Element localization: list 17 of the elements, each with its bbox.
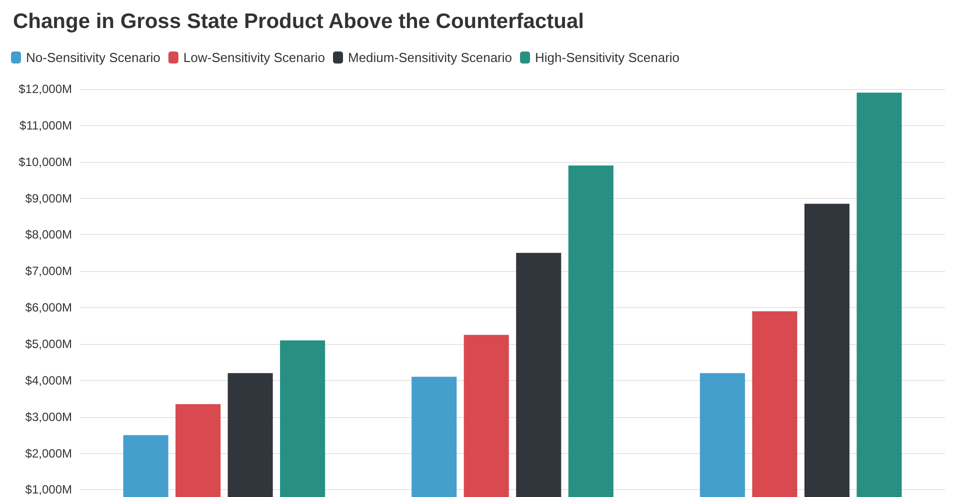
y-tick-label: $5,000M	[25, 337, 72, 351]
legend-label: High-Sensitivity Scenario	[535, 50, 680, 65]
y-tick-label: $4,000M	[25, 373, 72, 388]
y-tick-label: $7,000M	[25, 264, 72, 278]
legend-label: No-Sensitivity Scenario	[26, 50, 160, 65]
y-tick-label: $12,000M	[18, 82, 72, 96]
y-tick-label: $2,000M	[25, 446, 72, 460]
y-tick-label: $8,000M	[25, 228, 72, 242]
legend-label: Medium-Sensitivity Scenario	[348, 50, 512, 65]
y-tick-label: $6,000M	[25, 300, 72, 315]
legend-label: Low-Sensitivity Scenario	[183, 50, 326, 65]
y-tick-label: $1,000M	[25, 482, 72, 497]
y-tick-label: $10,000M	[18, 154, 72, 169]
y-tick-label: $11,000M	[20, 118, 72, 132]
y-tick-label: $9,000M	[25, 191, 72, 206]
chart-title: Change in Gross State Product Above the Counterfactual	[13, 10, 584, 33]
y-tick-label: $3,000M	[25, 410, 72, 424]
